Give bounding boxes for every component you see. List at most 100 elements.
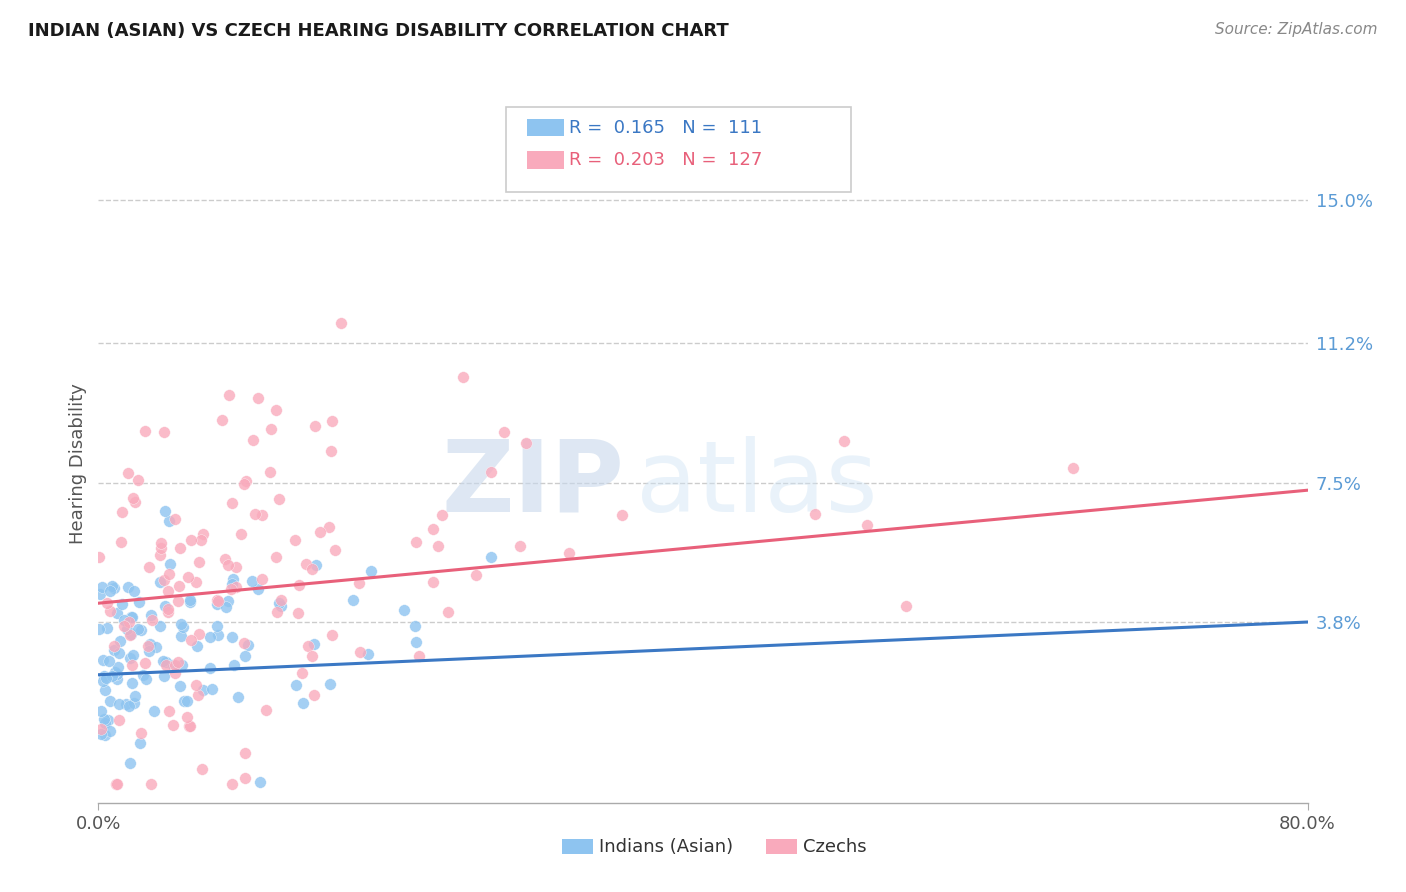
- Point: [894, 599, 917, 614]
- Point: [107, 697, 129, 711]
- Point: [249, 774, 271, 789]
- Point: [291, 665, 314, 680]
- Point: [221, 777, 243, 791]
- Point: [222, 658, 245, 673]
- Text: atlas: atlas: [637, 435, 879, 533]
- Point: [105, 777, 128, 791]
- Point: [97, 713, 120, 727]
- Point: [243, 507, 266, 521]
- Point: [176, 694, 198, 708]
- Point: [121, 658, 143, 673]
- Point: [97, 655, 120, 669]
- Point: [264, 549, 287, 564]
- Text: Czechs: Czechs: [803, 838, 866, 855]
- Point: [107, 714, 129, 728]
- Point: [135, 672, 157, 686]
- Point: [163, 666, 186, 681]
- Point: [87, 622, 110, 636]
- Point: [191, 527, 214, 541]
- Point: [453, 370, 475, 384]
- Point: [94, 716, 117, 731]
- Point: [342, 592, 364, 607]
- Point: [297, 639, 319, 653]
- Point: [408, 648, 430, 663]
- Point: [318, 676, 340, 690]
- Point: [118, 756, 141, 770]
- Point: [94, 728, 117, 742]
- Point: [247, 582, 270, 597]
- Point: [176, 710, 198, 724]
- Point: [205, 619, 228, 633]
- Point: [103, 643, 125, 657]
- Point: [186, 640, 208, 654]
- Point: [105, 607, 128, 621]
- Point: [404, 619, 426, 633]
- Point: [179, 595, 201, 609]
- Point: [284, 533, 307, 547]
- Point: [225, 581, 247, 595]
- Point: [437, 605, 460, 619]
- Point: [215, 599, 238, 614]
- Point: [233, 771, 256, 785]
- Point: [169, 679, 191, 693]
- Point: [173, 693, 195, 707]
- Point: [157, 704, 180, 718]
- Point: [494, 425, 516, 439]
- Point: [117, 580, 139, 594]
- Point: [266, 605, 288, 619]
- Point: [127, 474, 149, 488]
- Point: [96, 596, 118, 610]
- Point: [422, 522, 444, 536]
- Point: [172, 620, 194, 634]
- Point: [91, 653, 114, 667]
- Point: [190, 533, 212, 547]
- Point: [124, 494, 146, 508]
- Point: [187, 688, 209, 702]
- Point: [112, 613, 135, 627]
- Point: [129, 725, 152, 739]
- Point: [198, 630, 221, 644]
- Point: [169, 541, 191, 555]
- Point: [207, 593, 229, 607]
- Point: [138, 637, 160, 651]
- Point: [804, 507, 827, 521]
- Point: [142, 704, 165, 718]
- Point: [91, 673, 114, 688]
- Point: [221, 631, 243, 645]
- Point: [153, 599, 176, 613]
- Point: [301, 648, 323, 663]
- Text: Indians (Asian): Indians (Asian): [599, 838, 733, 855]
- Point: [205, 597, 228, 611]
- Point: [138, 643, 160, 657]
- Point: [105, 666, 128, 681]
- Point: [90, 727, 112, 741]
- Point: [321, 414, 343, 428]
- Point: [235, 474, 257, 488]
- Point: [304, 418, 326, 433]
- Point: [218, 388, 240, 402]
- Point: [127, 622, 149, 636]
- Point: [323, 543, 346, 558]
- Point: [103, 639, 125, 653]
- Point: [221, 496, 243, 510]
- Point: [217, 594, 239, 608]
- Point: [138, 560, 160, 574]
- Point: [163, 658, 186, 673]
- Point: [259, 466, 281, 480]
- Point: [250, 572, 273, 586]
- Point: [93, 712, 115, 726]
- Point: [360, 565, 382, 579]
- Point: [117, 467, 139, 481]
- Point: [301, 562, 323, 576]
- Point: [139, 777, 162, 791]
- Point: [112, 619, 135, 633]
- Point: [101, 579, 124, 593]
- Point: [153, 669, 176, 683]
- Point: [94, 671, 117, 685]
- Point: [153, 425, 176, 440]
- Point: [121, 676, 143, 690]
- Point: [120, 610, 142, 624]
- Point: [93, 683, 115, 698]
- Point: [157, 566, 180, 581]
- Point: [242, 434, 264, 448]
